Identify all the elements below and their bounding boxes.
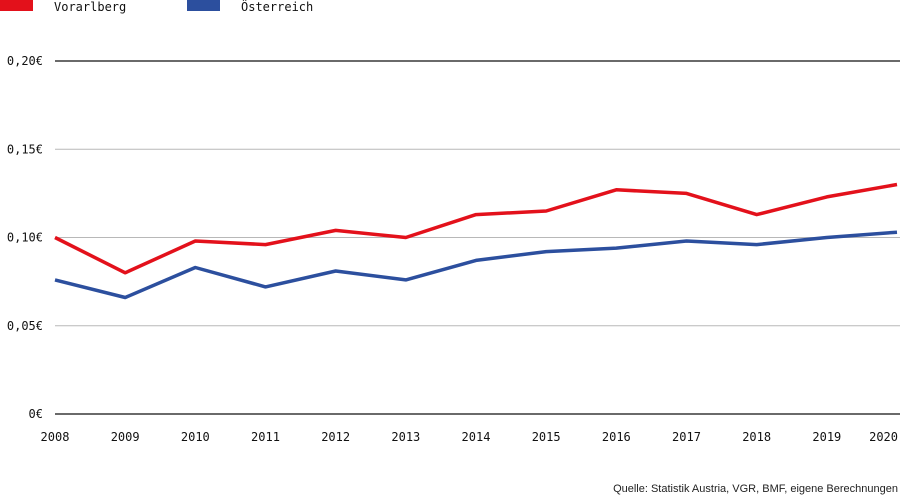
y-tick-label: 0,20€ xyxy=(7,54,43,68)
x-tick-label: 2018 xyxy=(742,430,771,444)
x-tick-label: 2010 xyxy=(181,430,210,444)
x-tick-label: 2015 xyxy=(532,430,561,444)
x-tick-label: 2020 xyxy=(869,430,898,444)
y-tick-label: 0,15€ xyxy=(7,142,43,156)
series-lines xyxy=(54,182,898,300)
legend-swatch-vorarlberg xyxy=(0,0,33,11)
y-tick-label: 0,10€ xyxy=(7,231,43,245)
x-tick-label: 2013 xyxy=(391,430,420,444)
y-tick-label: 0€ xyxy=(29,407,43,421)
x-tick-label: 2009 xyxy=(111,430,140,444)
source-note: Quelle: Statistik Austria, VGR, BMF, eig… xyxy=(613,483,898,495)
x-tick-label: 2019 xyxy=(812,430,841,444)
x-tick-label: 2016 xyxy=(602,430,631,444)
legend-swatch-oesterreich xyxy=(187,0,220,11)
x-tick-label: 2011 xyxy=(251,430,280,444)
x-tick-label: 2017 xyxy=(672,430,701,444)
series-line-oesterreich xyxy=(54,230,898,300)
chart-legend: Vorarlberg Österreich xyxy=(0,0,313,14)
legend-label-oesterreich: Österreich xyxy=(241,0,313,14)
y-tick-label: 0,05€ xyxy=(7,319,43,333)
x-axis-ticks: 2008 2009 2010 2011 2012 2013 2014 2015 2016 2017… xyxy=(41,430,898,444)
x-tick-label: 2014 xyxy=(462,430,491,444)
x-tick-label: 2008 xyxy=(41,430,70,444)
legend-label-vorarlberg: Vorarlberg xyxy=(54,0,126,14)
gridlines xyxy=(55,60,900,415)
y-axis-ticks: 0€ 0,05€ 0,10€ 0,15€ 0,20€ xyxy=(7,54,43,421)
x-tick-label: 2012 xyxy=(321,430,350,444)
series-line-vorarlberg xyxy=(54,182,898,275)
